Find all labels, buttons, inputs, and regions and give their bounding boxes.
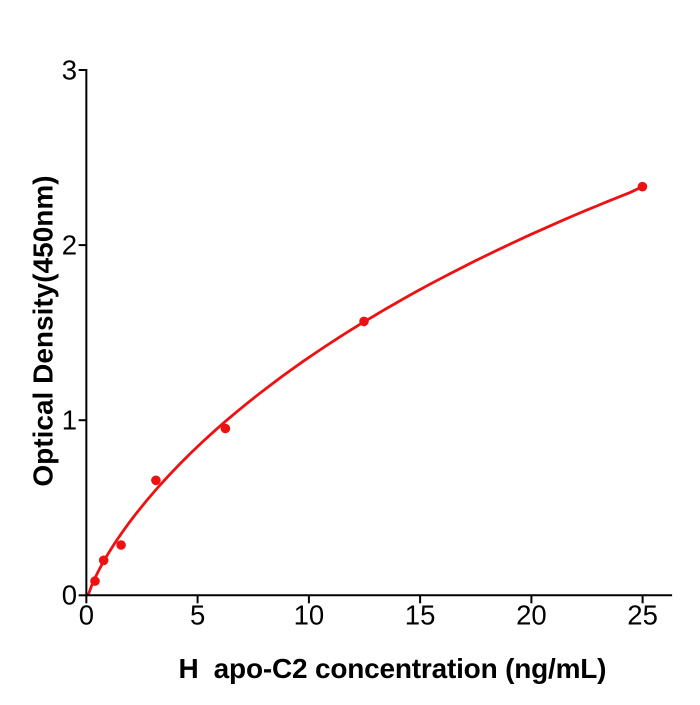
svg-text:2: 2	[62, 229, 77, 260]
svg-text:20: 20	[516, 600, 547, 631]
svg-text:5: 5	[190, 600, 205, 631]
svg-text:Optical Density(450nm): Optical Density(450nm)	[28, 175, 59, 486]
svg-text:0: 0	[62, 580, 77, 611]
svg-text:25: 25	[627, 600, 658, 631]
svg-text:10: 10	[294, 600, 325, 631]
svg-text:1: 1	[62, 405, 77, 436]
svg-text:15: 15	[405, 600, 436, 631]
svg-text:3: 3	[62, 54, 77, 85]
svg-text:H apo-C2 concentration (ng/mL: H apo-C2 concentration (ng/mL)	[179, 653, 607, 684]
svg-text:0: 0	[79, 600, 94, 631]
